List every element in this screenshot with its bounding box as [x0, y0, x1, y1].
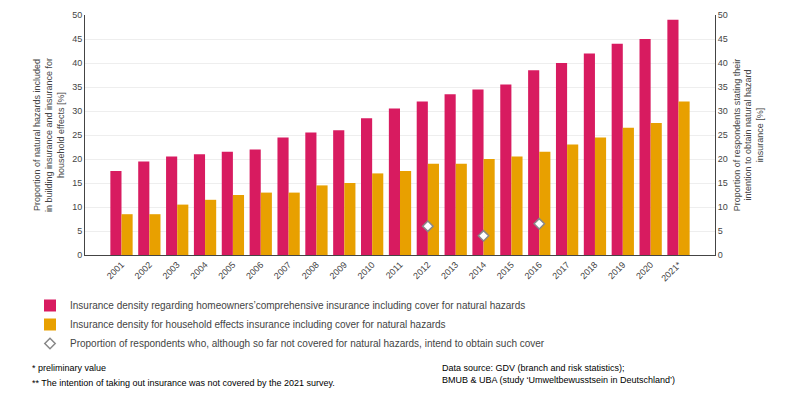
- svg-text:10: 10: [72, 202, 82, 212]
- svg-text:Proportion of natural hazards: Proportion of natural hazards includedin…: [32, 58, 65, 212]
- svg-text:2003: 2003: [161, 260, 182, 281]
- svg-text:40: 40: [72, 58, 82, 68]
- svg-text:2004: 2004: [188, 260, 209, 281]
- svg-text:50: 50: [72, 10, 82, 20]
- svg-text:2012: 2012: [411, 260, 432, 281]
- svg-text:Proportion of respondents who,: Proportion of respondents who, although …: [70, 338, 545, 349]
- svg-text:Insurance density regarding ho: Insurance density regarding homeowners’c…: [70, 300, 525, 311]
- svg-text:* preliminary value: * preliminary value: [32, 363, 106, 373]
- svg-text:2017: 2017: [550, 260, 571, 281]
- svg-text:2005: 2005: [216, 260, 237, 281]
- svg-text:15: 15: [718, 178, 728, 188]
- svg-text:2011: 2011: [384, 260, 405, 281]
- svg-text:Insurance density for househol: Insurance density for household effects …: [70, 319, 446, 330]
- svg-text:0: 0: [718, 250, 723, 260]
- svg-text:2010: 2010: [356, 260, 377, 281]
- svg-text:2013: 2013: [439, 260, 460, 281]
- svg-text:2007: 2007: [272, 260, 293, 281]
- svg-text:10: 10: [718, 202, 728, 212]
- svg-text:2018: 2018: [578, 260, 599, 281]
- svg-text:0: 0: [77, 250, 82, 260]
- svg-text:** The intention of taking out: ** The intention of taking out insurance…: [32, 378, 335, 388]
- svg-text:30: 30: [718, 106, 728, 116]
- svg-text:25: 25: [72, 130, 82, 140]
- svg-text:2001: 2001: [105, 260, 126, 281]
- svg-text:20: 20: [72, 154, 82, 164]
- svg-text:2020: 2020: [634, 260, 655, 281]
- svg-text:Proportion of respondents stat: Proportion of respondents stating theiri…: [732, 59, 765, 212]
- svg-text:2014: 2014: [467, 260, 488, 281]
- svg-text:50: 50: [718, 10, 728, 20]
- svg-text:45: 45: [718, 34, 728, 44]
- svg-text:5: 5: [718, 226, 723, 236]
- svg-text:35: 35: [718, 82, 728, 92]
- svg-text:5: 5: [77, 226, 82, 236]
- svg-text:2016: 2016: [523, 260, 544, 281]
- svg-text:2006: 2006: [244, 260, 265, 281]
- svg-text:2021*: 2021*: [659, 259, 683, 283]
- svg-text:15: 15: [72, 178, 82, 188]
- svg-text:Data source: GDV (branch and r: Data source: GDV (branch and risk statis…: [442, 363, 675, 385]
- svg-text:35: 35: [72, 82, 82, 92]
- svg-text:45: 45: [72, 34, 82, 44]
- svg-text:30: 30: [72, 106, 82, 116]
- svg-text:2008: 2008: [300, 260, 321, 281]
- svg-text:2002: 2002: [133, 260, 154, 281]
- svg-text:25: 25: [718, 130, 728, 140]
- svg-text:2015: 2015: [495, 260, 516, 281]
- svg-text:40: 40: [718, 58, 728, 68]
- svg-text:20: 20: [718, 154, 728, 164]
- svg-text:2019: 2019: [606, 260, 627, 281]
- svg-text:2009: 2009: [328, 260, 349, 281]
